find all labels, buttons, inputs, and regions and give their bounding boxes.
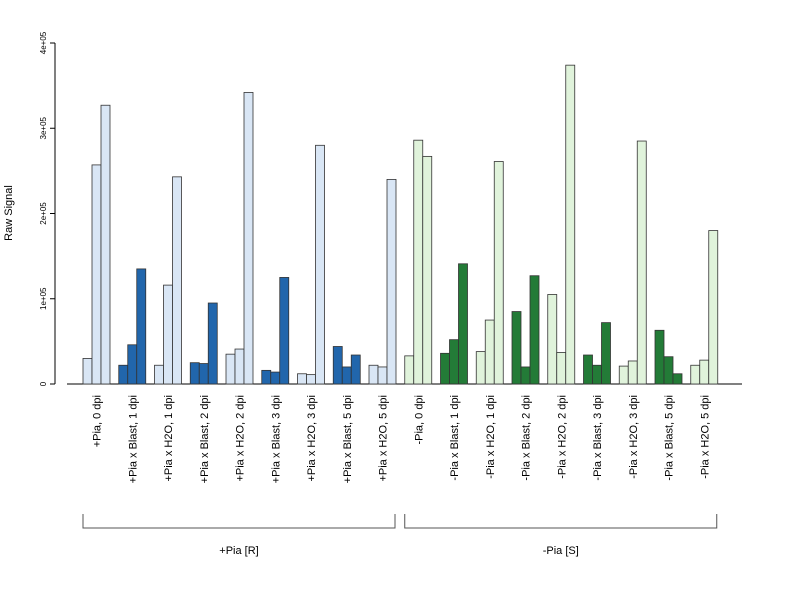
bar [556,352,567,385]
bar [261,369,272,385]
category-label: -Pia x Blast, 2 dpi [521,395,533,481]
bar [404,355,415,385]
y-tick-label: 0 [39,381,48,386]
category-label: -Pia x H2O, 5 dpi [699,395,711,479]
bar [306,374,316,385]
bar [100,104,111,385]
bar [511,311,522,385]
bar [243,92,254,385]
category-label: -Pia x Blast, 3 dpi [592,395,604,481]
bar [118,364,129,385]
y-tick-label: 2e+05 [39,202,48,225]
y-tick-label: 1e+05 [39,287,48,310]
bar [341,366,352,385]
bar [413,139,424,385]
bar [458,263,468,385]
bar [332,346,343,385]
bar [618,365,629,385]
category-label: +Pia x Blast, 5 dpi [342,395,354,483]
bar [627,360,638,385]
bar [592,364,602,385]
bar [547,294,558,385]
category-label: -Pia x H2O, 3 dpi [628,395,640,479]
bar [198,363,209,385]
bar [565,64,576,385]
bar [583,354,593,385]
category-label: +Pia x Blast, 1 dpi [127,395,139,483]
group-brackets: +Pia [R] -Pia [S] [82,514,718,557]
bar [270,371,281,385]
bar [315,144,325,385]
bar [368,364,379,385]
category-label: -Pia x Blast, 5 dpi [664,395,676,481]
bar [154,364,164,385]
bar [672,373,683,385]
bar [636,140,647,385]
category-label: +Pia x H2O, 2 dpi [235,395,247,482]
group-label: -Pia [S] [543,545,579,557]
bar [82,358,93,385]
bar [350,354,361,385]
y-axis-label: Raw Signal [3,185,15,241]
group-bracket [82,514,396,529]
category-label: -Pia x H2O, 2 dpi [556,395,568,479]
bar [708,230,719,385]
bar [475,351,486,385]
category-label: +Pia x H2O, 5 dpi [378,395,390,482]
category-label: +Pia, 0 dpi [92,395,104,447]
bar [386,178,397,385]
group-label: +Pia [R] [219,545,258,557]
bar [172,176,182,385]
category-labels: +Pia, 0 dpi +Pia x Blast, 1 dpi +Pia x H2O… [92,395,712,483]
bars [82,64,719,385]
bar [690,364,701,385]
bar [377,366,388,385]
category-label: -Pia, 0 dpi [413,395,425,445]
bar [189,362,200,385]
y-axis: 0 1e+05 2e+05 3e+05 4e+05 [39,31,56,386]
bar [127,344,138,385]
category-label: +Pia x H2O, 1 dpi [163,395,175,482]
bar [654,329,665,385]
bar [520,366,531,385]
bar [699,359,710,385]
bar [225,353,236,385]
bar [449,339,459,385]
bar [422,155,433,385]
y-tick-label: 3e+05 [39,116,48,139]
bar [601,322,611,385]
bar [279,277,290,385]
bar [234,348,245,385]
bar [663,356,674,385]
bar [297,373,307,385]
bar [207,302,218,385]
category-label: +Pia x H2O, 3 dpi [306,395,318,482]
group-bracket [404,514,718,529]
category-label: -Pia x Blast, 1 dpi [449,395,461,481]
category-label: +Pia x Blast, 2 dpi [199,395,211,483]
bar [493,161,504,385]
bar [163,284,173,385]
y-tick-label: 4e+05 [39,31,48,54]
bar [91,164,102,385]
bar [529,275,540,385]
bar [484,319,495,385]
bar [136,268,147,385]
category-label: -Pia x H2O, 1 dpi [485,395,497,479]
category-label: +Pia x Blast, 3 dpi [270,395,282,483]
bar [440,352,450,385]
